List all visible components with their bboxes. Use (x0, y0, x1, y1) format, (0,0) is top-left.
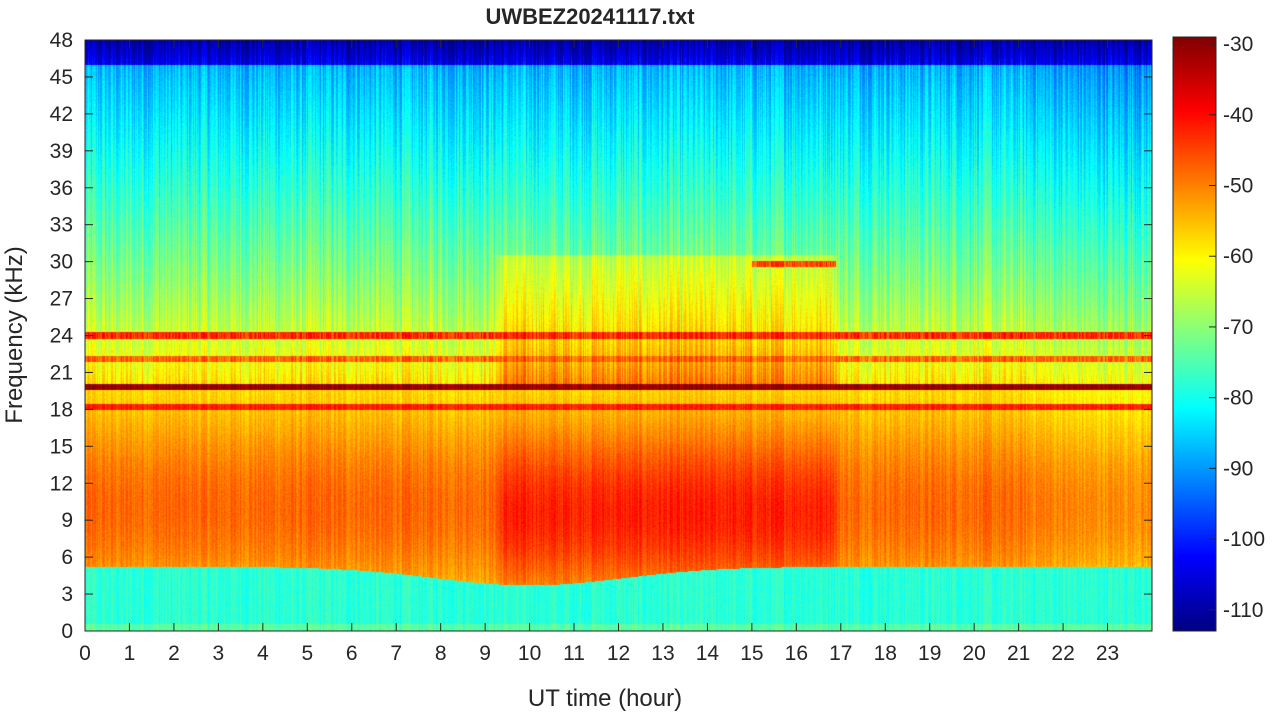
x-axis-label: UT time (hour) (528, 685, 682, 712)
x-tick-label: 16 (785, 642, 808, 665)
y-tick-label: 21 (50, 361, 73, 384)
colorbar-ticks: -30 -40 -50 -60 -70 -80 -90 -100 -110 (1209, 33, 1265, 622)
colorbar-tick-label: -60 (1223, 245, 1253, 268)
colorbar-tick-label: -50 (1223, 175, 1253, 198)
x-tick-label: 13 (651, 642, 674, 665)
y-tick-label: 42 (50, 103, 73, 126)
y-axis-label: Frequency (kHz) (1, 246, 28, 423)
y-tick-label: 9 (61, 509, 73, 532)
x-tick-label: 3 (213, 642, 225, 665)
x-tick-label: 9 (479, 642, 491, 665)
y-tick-label: 39 (50, 140, 73, 163)
y-tick-label: 24 (50, 325, 74, 348)
x-tick-label: 17 (829, 642, 852, 665)
colorbar-tick-label: -40 (1223, 104, 1253, 127)
y-tick-label: 27 (50, 288, 73, 311)
y-tick-label: 36 (50, 177, 73, 200)
colorbar-tick-label: -100 (1223, 528, 1265, 551)
x-tick-label: 15 (740, 642, 763, 665)
y-tick-label: 33 (50, 214, 73, 237)
x-tick-label: 4 (257, 642, 269, 665)
y-tick-label: 45 (50, 66, 73, 89)
plot-area: 0 1 2 3 4 5 6 7 8 9 10 11 12 13 14 15 16 17 18 19 20 21 22 23 0… (50, 29, 1153, 665)
colorbar-ramp (1172, 36, 1217, 632)
plot-frame (84, 39, 1153, 632)
x-tick-label: 5 (301, 642, 313, 665)
y-tick-label: 48 (50, 29, 73, 52)
y-tick-label: 18 (50, 398, 73, 421)
x-tick-label: 6 (346, 642, 358, 665)
y-tick-label: 0 (61, 620, 73, 643)
chart-title: UWBEZ20241117.txt (485, 4, 695, 29)
x-tick-label: 2 (168, 642, 180, 665)
colorbar-tick-label: -70 (1223, 316, 1253, 339)
x-tick-label: 20 (962, 642, 985, 665)
x-tick-label: 8 (435, 642, 447, 665)
x-tick-label: 7 (390, 642, 402, 665)
x-tick-label: 10 (518, 642, 541, 665)
x-tick-label: 23 (1096, 642, 1119, 665)
y-tick-label: 3 (61, 583, 73, 606)
y-tick-label: 30 (50, 251, 73, 274)
x-axis-ticks: 0 1 2 3 4 5 6 7 8 9 10 11 12 13 14 15 16 17 18 19 20 21 22 23 (79, 40, 1119, 665)
x-tick-label: 11 (563, 642, 585, 665)
x-tick-label: 1 (124, 642, 136, 665)
x-tick-label: 12 (607, 642, 630, 665)
y-tick-label: 15 (50, 435, 73, 458)
spectrogram-image (85, 40, 1152, 631)
x-tick-label: 22 (1051, 642, 1074, 665)
x-tick-label: 19 (918, 642, 941, 665)
y-tick-label: 12 (50, 472, 73, 495)
colorbar-tick-label: -80 (1223, 387, 1253, 410)
colorbar-tick-label: -30 (1223, 33, 1253, 56)
colorbar-tick-label: -90 (1223, 457, 1253, 480)
y-tick-label: 6 (61, 546, 73, 569)
x-tick-label: 21 (1007, 642, 1030, 665)
colorbar: -30 -40 -50 -60 -70 -80 -90 -100 -110 (1172, 33, 1265, 632)
colorbar-tick-label: -110 (1223, 599, 1263, 622)
x-tick-label: 0 (79, 642, 91, 665)
x-tick-label: 14 (696, 642, 720, 665)
x-tick-label: 18 (874, 642, 897, 665)
